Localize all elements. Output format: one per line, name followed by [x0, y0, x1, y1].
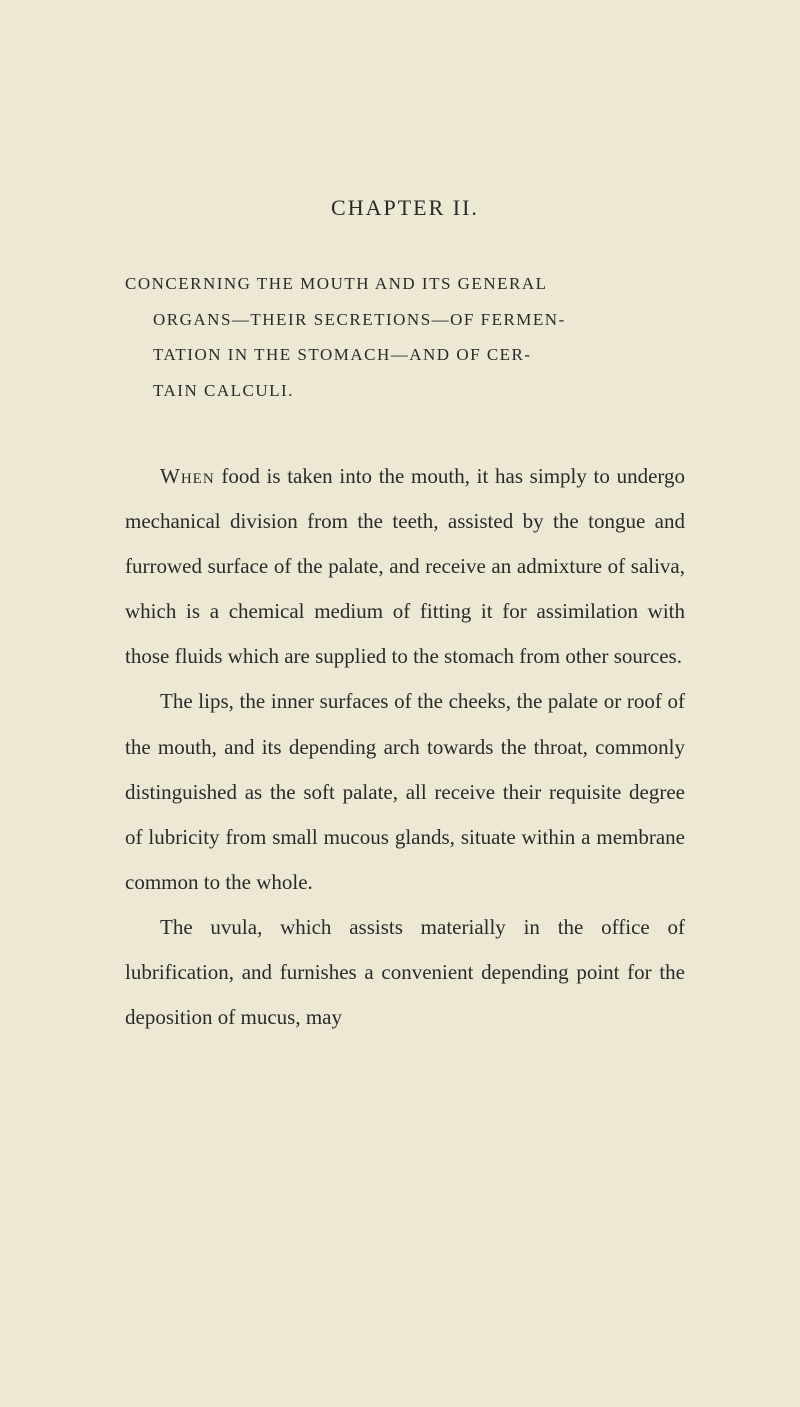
chapter-subtitle: CONCERNING THE MOUTH AND ITS GENERAL ORG… — [125, 266, 685, 409]
subtitle-line-1: CONCERNING THE MOUTH AND ITS GENERAL — [125, 266, 685, 302]
subtitle-line-2: ORGANS—THEIR SECRETIONS—OF FERMEN- — [125, 302, 685, 338]
body-paragraph-2: The lips, the inner surfaces of the chee… — [125, 679, 685, 905]
paragraph-text: food is taken into the mouth, it has sim… — [125, 464, 685, 669]
paragraph-opening-word: When — [160, 464, 215, 488]
subtitle-line-3: TATION IN THE STOMACH—AND OF CER- — [125, 337, 685, 373]
chapter-title: CHAPTER II. — [125, 195, 685, 221]
body-paragraph-1: When food is taken into the mouth, it ha… — [125, 454, 685, 680]
body-paragraph-3: The uvula, which assists materially in t… — [125, 905, 685, 1040]
subtitle-line-4: TAIN CALCULI. — [125, 373, 685, 409]
